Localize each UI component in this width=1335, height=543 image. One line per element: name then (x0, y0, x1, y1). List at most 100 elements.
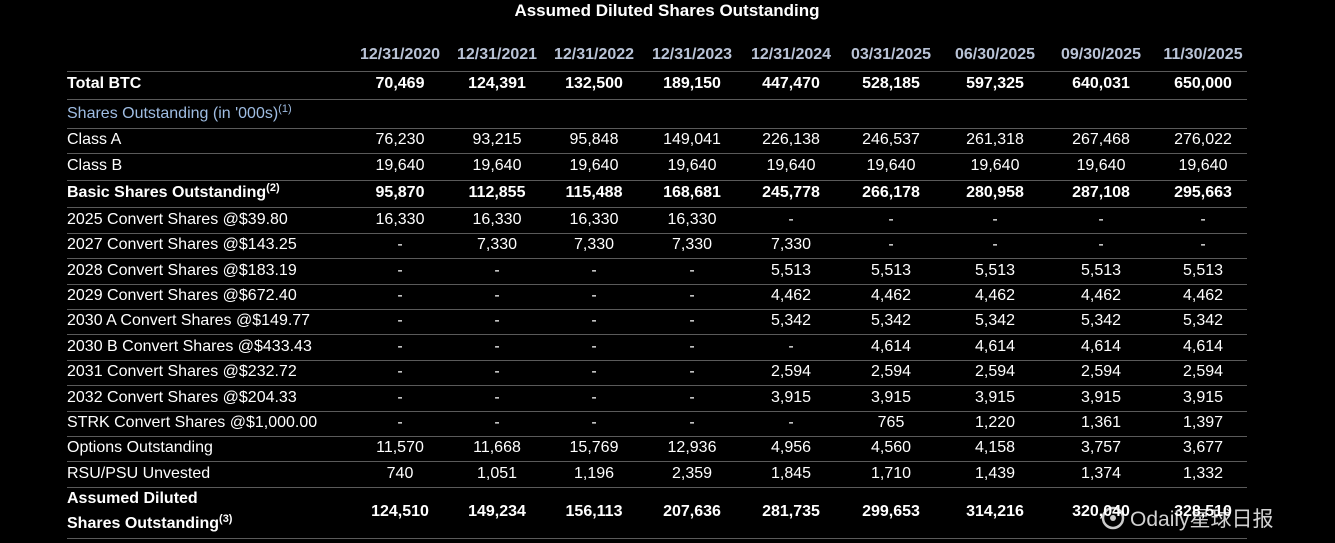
cell-value: 19,640 (375, 157, 425, 174)
cell-value: 5,513 (974, 262, 1016, 279)
watermark: Odaily星球日报 (1130, 508, 1274, 531)
cell-value: 276,022 (1174, 131, 1232, 148)
cell-value: - (689, 262, 695, 279)
cell-value: 19,640 (472, 157, 522, 174)
cell-value: - (1098, 236, 1104, 253)
row-label: 2025 Convert Shares @$39.80 (67, 211, 288, 229)
cell-value: 4,462 (870, 287, 912, 304)
cell-value: - (591, 338, 597, 355)
footnote-mark: (2) (266, 182, 280, 194)
cell-value: - (992, 236, 998, 253)
row-label-text: 2032 Convert Shares @$204.33 (67, 389, 297, 406)
row-rule (67, 538, 1247, 539)
cell-value: 5,342 (1182, 312, 1224, 329)
row-label-text: Basic Shares Outstanding (67, 184, 267, 201)
cell-value: 7,330 (770, 236, 812, 253)
cell-value: - (494, 363, 500, 380)
cell-value: - (788, 211, 794, 228)
cell-value: 5,513 (870, 262, 912, 279)
cell-value: 3,915 (1080, 389, 1122, 406)
cell-value: - (591, 312, 597, 329)
cell-value: - (494, 338, 500, 355)
row-rule (67, 207, 1247, 208)
row-label: Shares Outstanding(3) (67, 514, 232, 533)
cell-value: 2,594 (1080, 363, 1122, 380)
cell-value: 149,041 (663, 131, 721, 148)
cell-value: 19,640 (1076, 157, 1126, 174)
cell-value: 19,640 (1178, 157, 1228, 174)
cell-value: 124,391 (468, 75, 526, 92)
cell-value: - (1200, 236, 1206, 253)
row-label-text: Assumed Diluted (67, 490, 198, 507)
cell-value: - (1200, 211, 1206, 228)
column-header: 12/31/2020 (359, 46, 441, 63)
cell-value: 5,513 (1080, 262, 1122, 279)
cell-value: - (591, 389, 597, 406)
cell-value: 1,051 (476, 465, 518, 482)
cell-value: - (591, 262, 597, 279)
row-label-text: 2031 Convert Shares @$232.72 (67, 363, 297, 380)
row-rule (67, 461, 1247, 462)
cell-value: 447,470 (762, 75, 820, 92)
cell-value: 4,462 (770, 287, 812, 304)
row-rule (67, 180, 1247, 181)
cell-value: 19,640 (569, 157, 619, 174)
cell-value: 4,462 (1182, 287, 1224, 304)
cell-value: 299,653 (862, 503, 920, 520)
cell-value: 124,510 (371, 503, 429, 520)
cell-value: - (494, 262, 500, 279)
cell-value: - (992, 211, 998, 228)
row-label-text: 2025 Convert Shares @$39.80 (67, 211, 288, 228)
cell-value: 95,870 (375, 184, 425, 201)
cell-value: 261,318 (966, 131, 1024, 148)
cell-value: 650,000 (1174, 75, 1232, 92)
row-label-text: Class B (67, 157, 123, 174)
cell-value: 95,848 (569, 131, 619, 148)
cell-value: 245,778 (762, 184, 820, 201)
row-label: Class B (67, 157, 122, 175)
row-label-text: Class A (67, 131, 122, 148)
row-label: 2027 Convert Shares @$143.25 (67, 236, 297, 254)
cell-value: 640,031 (1072, 75, 1130, 92)
cell-value: - (397, 414, 403, 431)
row-label: 2030 B Convert Shares @$433.43 (67, 338, 312, 356)
row-label-text: Shares Outstanding (in '000s) (67, 105, 279, 122)
cell-value: 280,958 (966, 184, 1024, 201)
cell-value: 2,359 (671, 465, 713, 482)
cell-value: - (591, 363, 597, 380)
row-rule (67, 233, 1247, 234)
cell-value: 16,330 (569, 211, 619, 228)
cell-value: 1,710 (870, 465, 912, 482)
cell-value: - (689, 414, 695, 431)
cell-value: 328,510 (1174, 503, 1232, 520)
watermark-icon (1101, 506, 1125, 530)
row-label-text: 2030 B Convert Shares @$433.43 (67, 338, 312, 355)
column-header: 11/30/2025 (1163, 46, 1243, 63)
row-label-text: 2030 A Convert Shares @$149.77 (67, 312, 311, 329)
cell-value: 287,108 (1072, 184, 1130, 201)
cell-value: 19,640 (667, 157, 717, 174)
row-label-text: Total BTC (67, 75, 142, 92)
cell-value: 4,462 (974, 287, 1016, 304)
cell-value: 11,668 (473, 439, 521, 456)
cell-value: 11,570 (376, 439, 424, 456)
cell-value: 320,040 (1072, 503, 1130, 520)
cell-value: 2,594 (770, 363, 812, 380)
cell-value: - (397, 389, 403, 406)
row-label: 2028 Convert Shares @$183.19 (67, 262, 297, 280)
row-rule (67, 71, 1247, 72)
cell-value: 76,230 (375, 131, 425, 148)
cell-value: 2,594 (870, 363, 912, 380)
cell-value: - (888, 211, 894, 228)
cell-value: 3,757 (1080, 439, 1122, 456)
cell-value: 295,663 (1174, 184, 1232, 201)
cell-value: 3,915 (974, 389, 1016, 406)
column-header: 09/30/2025 (1060, 46, 1142, 63)
row-rule (67, 385, 1247, 386)
cell-value: - (689, 287, 695, 304)
cell-value: - (397, 312, 403, 329)
footnote-mark: (1) (278, 103, 292, 115)
cell-value: 12,936 (667, 439, 717, 456)
cell-value: 3,677 (1182, 439, 1224, 456)
